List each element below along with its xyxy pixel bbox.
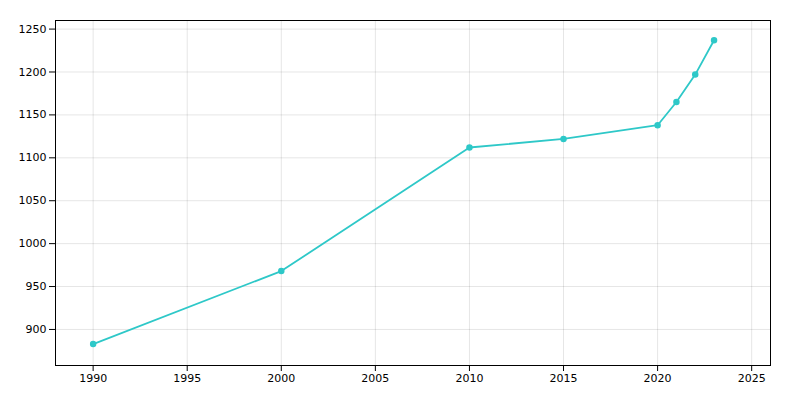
svg-text:1250: 1250 xyxy=(19,23,47,36)
svg-text:1150: 1150 xyxy=(19,108,47,121)
svg-text:1995: 1995 xyxy=(173,372,201,385)
svg-text:2005: 2005 xyxy=(361,372,389,385)
svg-text:1050: 1050 xyxy=(19,194,47,207)
svg-text:2020: 2020 xyxy=(644,372,672,385)
svg-text:2000: 2000 xyxy=(267,372,295,385)
svg-text:2015: 2015 xyxy=(550,372,578,385)
svg-text:1100: 1100 xyxy=(19,151,47,164)
svg-text:2025: 2025 xyxy=(738,372,766,385)
svg-text:1000: 1000 xyxy=(19,237,47,250)
svg-text:2010: 2010 xyxy=(455,372,483,385)
svg-text:900: 900 xyxy=(26,323,47,336)
svg-text:1990: 1990 xyxy=(79,372,107,385)
svg-text:1200: 1200 xyxy=(19,66,47,79)
svg-text:950: 950 xyxy=(26,280,47,293)
